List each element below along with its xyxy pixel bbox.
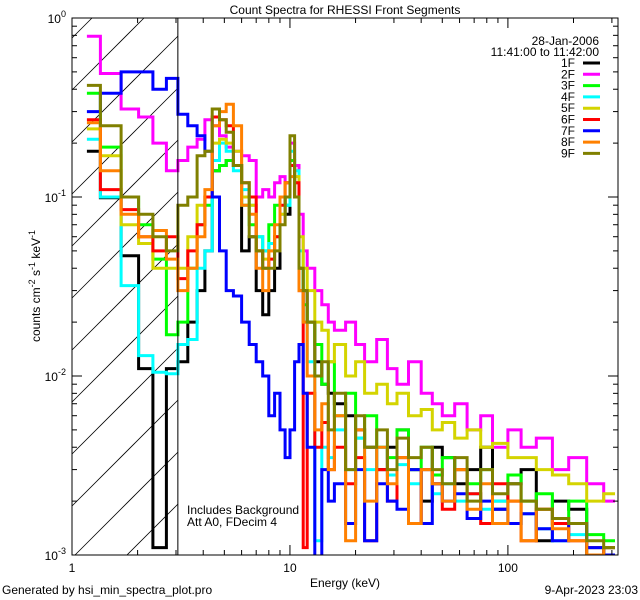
hatch-line (71, 139, 179, 247)
hatch-line (71, 191, 179, 299)
hatched-region (71, 17, 179, 556)
axis-ticks (71, 17, 618, 556)
y-label-exponent: -1 (27, 262, 37, 270)
hatch-line (71, 347, 179, 455)
y-tick-base: 10 (45, 549, 59, 563)
x-tick-label: 100 (498, 561, 518, 575)
legend-label-7F: 7F (561, 124, 575, 138)
legend-label-1F: 1F (561, 56, 575, 70)
hatch-line (71, 87, 179, 195)
y-tick-base: 10 (45, 370, 59, 384)
y-label-text: counts cm (29, 287, 43, 342)
annotation-background: Includes Background (187, 503, 299, 517)
series-layer (86, 34, 615, 555)
y-tick-label: 10-2 (45, 367, 66, 384)
x-tick-label: 10 (283, 561, 297, 575)
hatch-line (71, 295, 179, 403)
plot-frame (71, 17, 619, 556)
chart-title: Count Spectra for RHESSI Front Segments (230, 3, 461, 17)
y-tick-label: 10-3 (45, 546, 66, 563)
legend-time-range: 11:41:00 to 11:42:00 (491, 45, 600, 59)
hatch-line (71, 399, 179, 507)
footer-generated-by: Generated by hsi_min_spectra_plot.pro (2, 583, 212, 597)
y-label-text: keV (29, 238, 43, 262)
y-tick-exponent: -2 (58, 367, 66, 377)
legend-date: 28-Jan-2006 (532, 34, 600, 48)
y-tick-exponent: -3 (58, 546, 66, 556)
y-tick-exponent: -1 (58, 188, 66, 198)
y-tick-label: 10-1 (45, 188, 66, 205)
y-tick-exponent: 0 (61, 9, 66, 19)
annotation-attenuator: Att A0, FDecim 4 (187, 515, 277, 529)
y-label-text: s (29, 270, 43, 279)
legend-label-9F: 9F (561, 146, 575, 160)
hatch-line (74, 451, 179, 556)
x-axis-label: Energy (keV) (310, 576, 380, 590)
legend-label-5F: 5F (561, 101, 575, 115)
x-tick-label: 1 (69, 561, 76, 575)
y-tick-base: 10 (45, 191, 59, 205)
hatch-line (71, 17, 93, 39)
legend-label-4F: 4F (561, 90, 575, 104)
hatch-line (71, 35, 179, 143)
hatch-line (71, 17, 145, 91)
y-tick-base: 10 (48, 12, 62, 26)
y-tick-label: 100 (48, 9, 66, 26)
legend-label-2F: 2F (561, 67, 575, 81)
legend-label-8F: 8F (561, 135, 575, 149)
footer-timestamp: 9-Apr-2023 23:03 (545, 583, 639, 597)
legend-label-3F: 3F (561, 79, 575, 93)
legend-label-6F: 6F (561, 113, 575, 127)
hatch-line (71, 243, 179, 351)
series-9F (86, 83, 615, 550)
y-label-exponent: -1 (27, 230, 37, 238)
y-axis-label: counts cm-2 s-1 keV-1 (27, 230, 43, 342)
legend: 28-Jan-2006 11:41:00 to 11:42:00 1F2F3F4… (491, 34, 600, 160)
y-label-exponent: -2 (27, 279, 37, 287)
